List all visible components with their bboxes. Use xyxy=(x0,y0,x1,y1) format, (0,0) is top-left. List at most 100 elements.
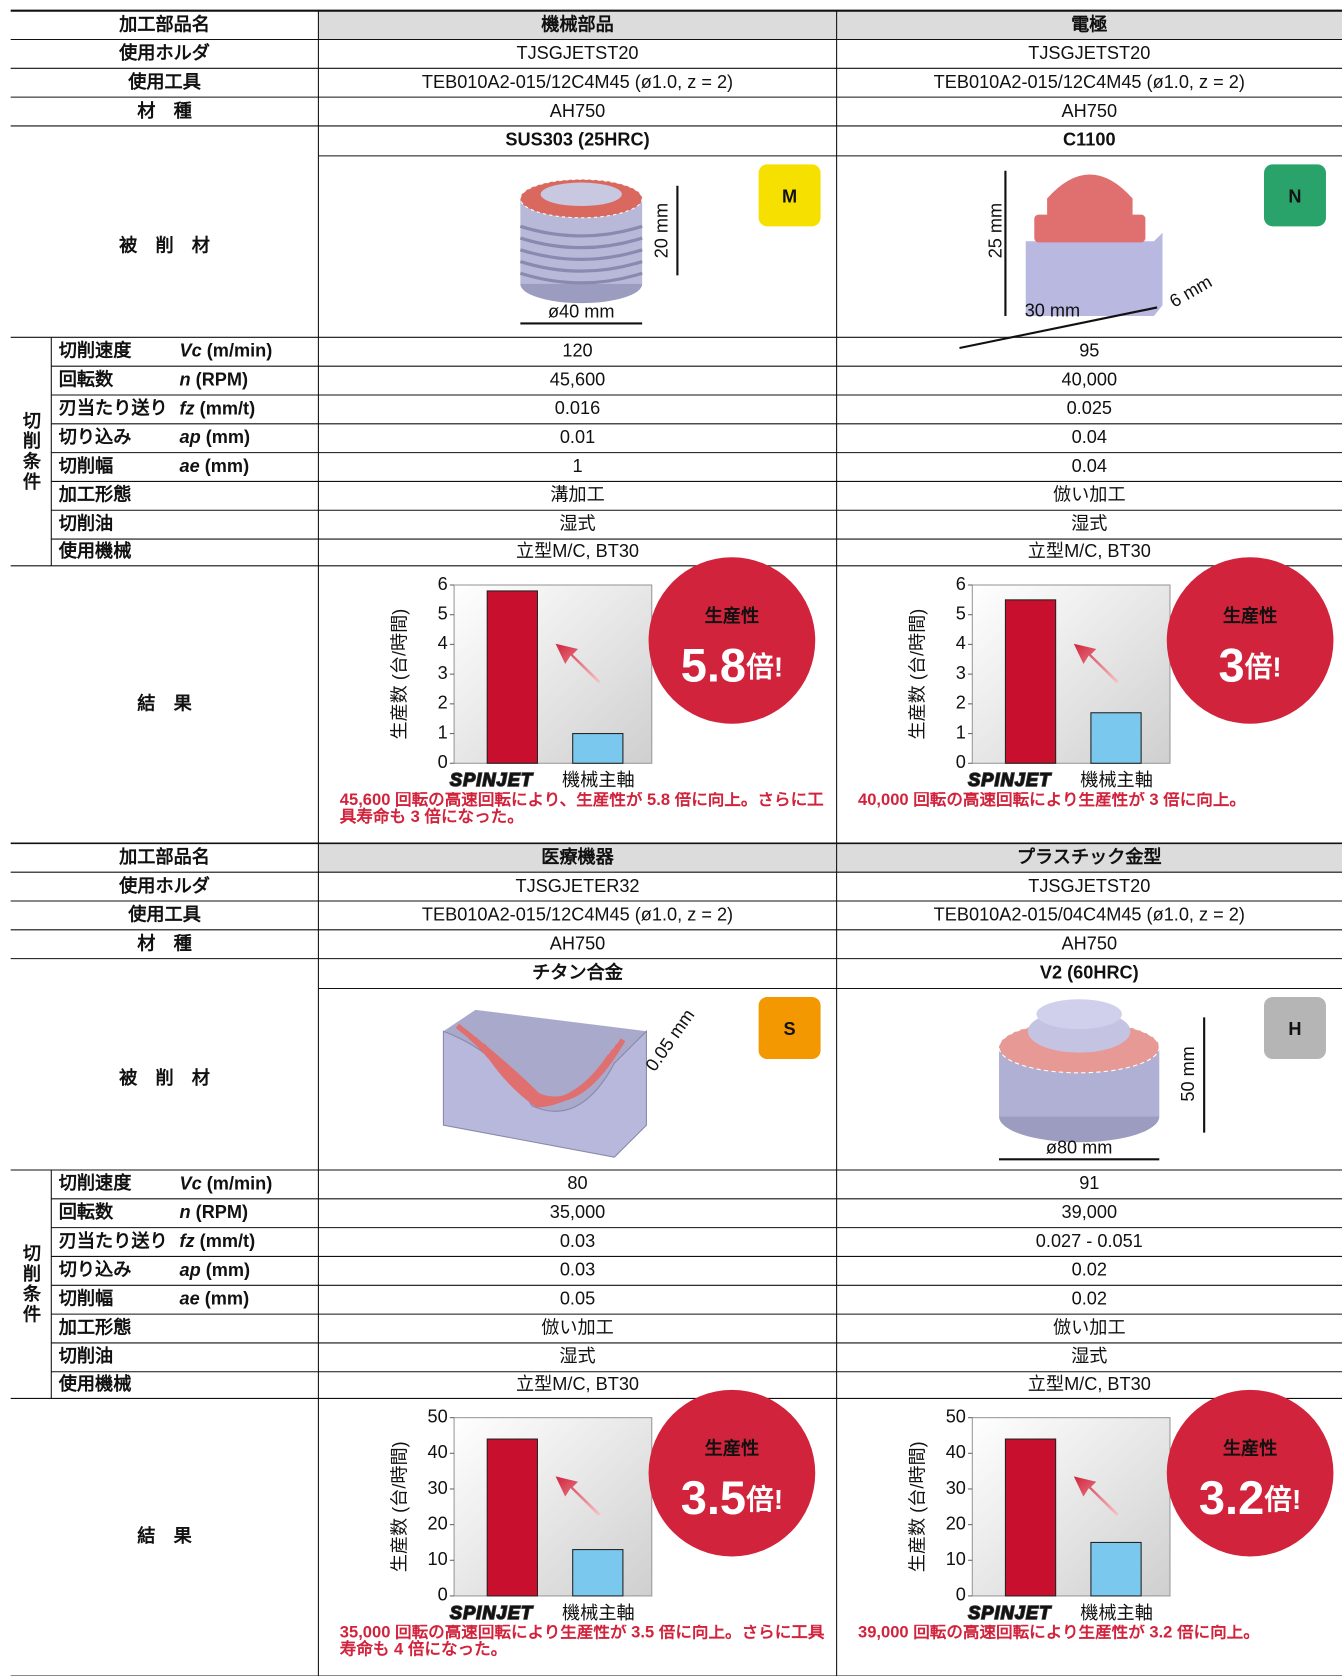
badge-unit: 倍! xyxy=(746,1484,783,1515)
cell: 0.03 xyxy=(560,1231,595,1251)
shape xyxy=(1034,214,1146,243)
cell: TJSGJETST20 xyxy=(516,43,638,63)
shape xyxy=(1025,232,1163,316)
cell: 湿式 xyxy=(559,1346,595,1366)
note-box: 45,600 回転の高速回転により、生産性が 5.8 倍に向上。さらに工具寿命も… xyxy=(339,792,824,827)
unit: (RPM) xyxy=(196,1202,248,1222)
y-tick-label: 0 xyxy=(438,752,448,772)
shape xyxy=(540,182,622,207)
bar xyxy=(1090,1541,1142,1597)
bar xyxy=(572,1549,624,1597)
y-tick-label: 4 xyxy=(956,633,966,653)
cell: 立型M/C, BT30 xyxy=(516,1374,639,1394)
material: C1100 xyxy=(1063,130,1115,150)
badge-value: 5.8倍! xyxy=(681,639,783,692)
row-label: 被 削 材 xyxy=(119,1067,210,1088)
condition-unit: fz (mm/t) xyxy=(180,1231,256,1251)
result-note: 40,000 回転の高速回転により生産性が 3 倍に向上。 xyxy=(857,792,1246,810)
badge-title: 生産性 xyxy=(1223,1437,1277,1458)
condition-label: 切削速度 xyxy=(59,1172,132,1193)
badge-number: 3 xyxy=(1219,639,1245,692)
cell: 0.027 - 0.051 xyxy=(1036,1231,1143,1251)
y-tick-label: 40 xyxy=(427,1442,447,1462)
cell: 湿式 xyxy=(1071,1346,1107,1366)
shape xyxy=(480,1043,613,1108)
cell: 0.02 xyxy=(1072,1289,1107,1309)
cell: 立型M/C, BT30 xyxy=(1028,1374,1151,1394)
shape xyxy=(519,236,643,250)
cell: 0.04 xyxy=(1072,427,1107,447)
unit: (RPM) xyxy=(196,369,248,389)
material-badge-letter: N xyxy=(1288,186,1301,206)
illustration: 0.05 mm xyxy=(442,1006,699,1158)
arrow xyxy=(1073,643,1119,684)
cell: AH750 xyxy=(1062,101,1117,121)
unit: (mm/t) xyxy=(200,398,255,418)
y-axis-label: 生産数 (台/時間) xyxy=(908,609,928,740)
cell: 40,000 xyxy=(1062,369,1118,389)
material-badge xyxy=(758,164,821,227)
cell: 0.03 xyxy=(560,1260,595,1280)
material: チタン合金 xyxy=(532,961,624,982)
condition-label: 使用機械 xyxy=(58,540,132,561)
unit: (mm/t) xyxy=(200,1231,255,1251)
badge-title: 生産性 xyxy=(705,1437,759,1458)
cell: 39,000 xyxy=(1062,1202,1118,1222)
y-tick-label: 0 xyxy=(956,752,966,772)
symbol: ae xyxy=(180,456,200,476)
row-label: 結 果 xyxy=(137,1525,192,1546)
condition-label: 切り込み xyxy=(59,1260,132,1280)
unit: (mm) xyxy=(205,456,249,476)
y-tick-label: 10 xyxy=(427,1549,447,1569)
illustration: 50 mm ø80 mm xyxy=(998,999,1206,1161)
dimension: 0.05 mm xyxy=(642,1006,699,1075)
productivity-badge xyxy=(648,557,816,724)
cell: 0.02 xyxy=(1072,1260,1107,1280)
badge-unit: 倍! xyxy=(1264,1484,1301,1515)
condition-unit: n (RPM) xyxy=(180,1202,249,1222)
x-tick-label: 機械主軸 xyxy=(1080,1603,1153,1623)
material-badge xyxy=(1264,997,1326,1059)
condition-label: 切り込み xyxy=(59,427,132,447)
cell: 0.025 xyxy=(1067,398,1112,418)
material-badge xyxy=(1264,164,1326,227)
badge-unit: 倍! xyxy=(1245,652,1282,683)
bar xyxy=(1004,599,1057,764)
row-label: 切削条件 xyxy=(21,411,42,492)
productivity-badge xyxy=(1166,557,1334,724)
result-note: 45,600 回転の高速回転により、生産性が 5.8 倍に向上。さらに工具寿命も… xyxy=(339,792,824,827)
note-box: 40,000 回転の高速回転により生産性が 3 倍に向上。 xyxy=(857,792,1246,810)
row-label: 使用ホルダ xyxy=(118,875,210,896)
condition-label: 刃当たり送り xyxy=(59,1230,168,1251)
y-tick-label: 3 xyxy=(956,663,966,683)
badge-title: 生産性 xyxy=(1223,605,1277,626)
unit: (mm) xyxy=(205,1289,249,1309)
bar xyxy=(1090,712,1142,764)
category-logo: SPINJET xyxy=(450,770,534,790)
y-axis-label: 生産数 (台/時間) xyxy=(908,1441,928,1572)
badge-value: 3.2倍! xyxy=(1199,1471,1301,1524)
bar xyxy=(1004,1438,1057,1597)
condition-label: 加工形態 xyxy=(58,1316,132,1337)
condition-label: 刃当たり送り xyxy=(59,397,168,418)
y-axis-label: 生産数 (台/時間) xyxy=(389,609,409,740)
unit: (mm) xyxy=(206,427,250,447)
cell: TEB010A2-015/04C4M45 (ø1.0, z = 2) xyxy=(934,905,1245,925)
cell: 95 xyxy=(1079,341,1099,361)
cell: 機械部品 xyxy=(541,13,614,34)
x-tick-label: 機械主軸 xyxy=(1080,770,1153,790)
cell: 80 xyxy=(567,1173,587,1193)
category-logo: SPINJET xyxy=(968,1603,1052,1623)
y-tick-label: 6 xyxy=(956,574,966,594)
symbol: fz xyxy=(180,1231,195,1251)
material: SUS303 (25HRC) xyxy=(505,130,649,150)
dimension: ø80 mm xyxy=(1046,1137,1113,1157)
symbol: n xyxy=(180,369,191,389)
shape xyxy=(1047,174,1133,218)
y-tick-label: 5 xyxy=(956,604,966,624)
y-tick-label: 20 xyxy=(427,1513,447,1533)
condition-unit: fz (mm/t) xyxy=(180,398,256,418)
badge-number: 5.8 xyxy=(681,639,746,692)
symbol: ae xyxy=(180,1289,200,1309)
